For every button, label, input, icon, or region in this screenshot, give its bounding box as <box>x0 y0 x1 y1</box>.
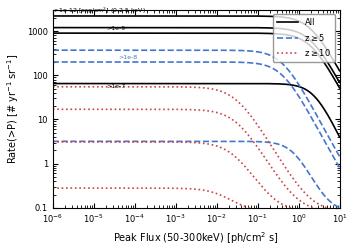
Text: >1e-9: >1e-9 <box>106 26 125 31</box>
X-axis label: Peak Flux (50-300keV) [ph/cm$^2$ s]: Peak Flux (50-300keV) [ph/cm$^2$ s] <box>113 231 279 246</box>
Legend: All, z$\geq$5, z$\geq$10: All, z$\geq$5, z$\geq$10 <box>273 14 335 62</box>
Y-axis label: Rate(>P) [# yr$^{-1}$ sr$^{-1}$]: Rate(>P) [# yr$^{-1}$ sr$^{-1}$] <box>6 54 21 164</box>
Text: >1e-7: >1e-7 <box>106 84 125 89</box>
Text: >1e-12 [erg/cm$^2$] (0.2-5 keV): >1e-12 [erg/cm$^2$] (0.2-5 keV) <box>53 6 146 16</box>
Text: >1e-8: >1e-8 <box>118 55 138 60</box>
